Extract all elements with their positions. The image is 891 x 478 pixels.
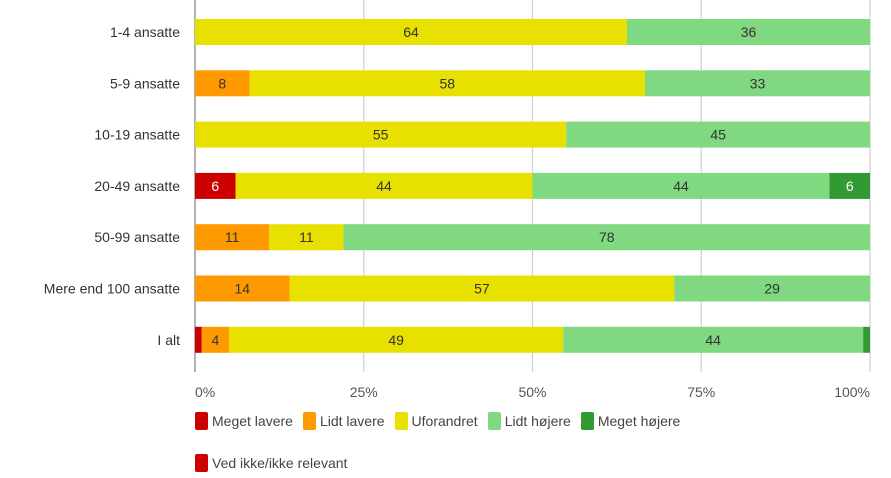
bar-segment — [195, 19, 627, 45]
x-tick-label: 0% — [195, 384, 215, 400]
category-label: 5-9 ansatte — [110, 75, 180, 91]
legend-item[interactable]: Ved ikke/ikke relevant — [195, 452, 347, 474]
bar-segment — [645, 70, 870, 97]
bar-segment — [269, 224, 344, 251]
data-label: 49 — [388, 332, 404, 348]
legend-swatch — [394, 412, 408, 430]
data-label: 14 — [234, 281, 250, 297]
legend-label: Uforandret — [411, 413, 478, 429]
bar-segment — [195, 121, 567, 148]
bar-segment — [235, 172, 533, 199]
bar-segment — [829, 172, 870, 199]
legend-item[interactable]: Lidt lavere — [302, 410, 385, 432]
legend-item[interactable]: Lidt højere — [487, 410, 571, 432]
bar-segment — [532, 172, 830, 199]
data-label: 44 — [673, 178, 689, 194]
legend-label: Meget lavere — [212, 413, 293, 429]
data-label: 4 — [212, 332, 220, 348]
legend-swatch — [195, 412, 208, 430]
x-tick-label: 100% — [834, 384, 870, 400]
legend-item[interactable]: Meget højere — [580, 410, 681, 432]
data-label: 29 — [764, 281, 780, 297]
data-label: 8 — [218, 75, 226, 91]
stacked-bar-chart: 0% 25% 50% 75% 100%1-4 ansatte 64 365-9 ansatt… — [44, 0, 871, 400]
data-label: 57 — [474, 281, 490, 297]
data-label: 78 — [599, 229, 615, 245]
category-label: Mere end 100 ansatte — [44, 281, 180, 297]
bar-segment — [229, 326, 564, 353]
bar-segment — [201, 326, 230, 353]
legend-item[interactable]: Uforandret — [394, 410, 478, 432]
bar-segment — [195, 70, 250, 97]
legend-swatch — [302, 412, 316, 430]
bar-segment — [195, 275, 290, 302]
bar-segment — [195, 224, 270, 251]
data-label: 33 — [750, 75, 766, 91]
legend-label: Lidt lavere — [319, 413, 385, 429]
x-tick-label: 75% — [687, 384, 715, 400]
data-label: 44 — [376, 178, 392, 194]
bar-segment — [627, 19, 870, 45]
legend-label: Lidt højere — [504, 413, 571, 429]
bar-segment — [563, 326, 864, 353]
legend-swatch — [487, 412, 501, 430]
legend-swatch — [580, 412, 594, 430]
bar-segment — [566, 121, 870, 148]
data-label: 36 — [741, 24, 757, 40]
data-label: 11 — [225, 229, 240, 245]
category-label: 10-19 ansatte — [94, 127, 180, 143]
category-label: 1-4 ansatte — [110, 24, 180, 40]
bar-segment — [249, 70, 645, 97]
data-label: 6 — [846, 178, 854, 194]
bar-segment — [195, 326, 202, 353]
x-tick-label: 25% — [350, 384, 378, 400]
legend-swatch — [195, 454, 208, 472]
legend-label: Ved ikke/ikke relevant — [212, 455, 348, 471]
data-label: 11 — [299, 229, 314, 245]
data-label: 45 — [710, 127, 726, 143]
bar-segment — [674, 275, 870, 302]
category-label: I alt — [157, 332, 180, 348]
x-tick-label: 50% — [518, 384, 546, 400]
bar-segment — [343, 224, 870, 251]
bar-segment — [195, 172, 236, 199]
data-label: 44 — [705, 332, 721, 348]
category-label: 20-49 ansatte — [94, 178, 180, 194]
bar-segment — [863, 326, 870, 353]
legend-item[interactable]: Meget lavere — [195, 410, 293, 432]
legend-label: Meget højere — [597, 413, 681, 429]
bar-segment — [289, 275, 675, 302]
data-label: 6 — [211, 178, 219, 194]
category-label: 50-99 ansatte — [94, 229, 180, 245]
data-label: 58 — [439, 75, 455, 91]
data-label: 55 — [373, 127, 389, 143]
legend: Meget lavere Lidt lavere Uforandret Lidt hø… — [195, 410, 885, 474]
data-label: 64 — [403, 24, 419, 40]
